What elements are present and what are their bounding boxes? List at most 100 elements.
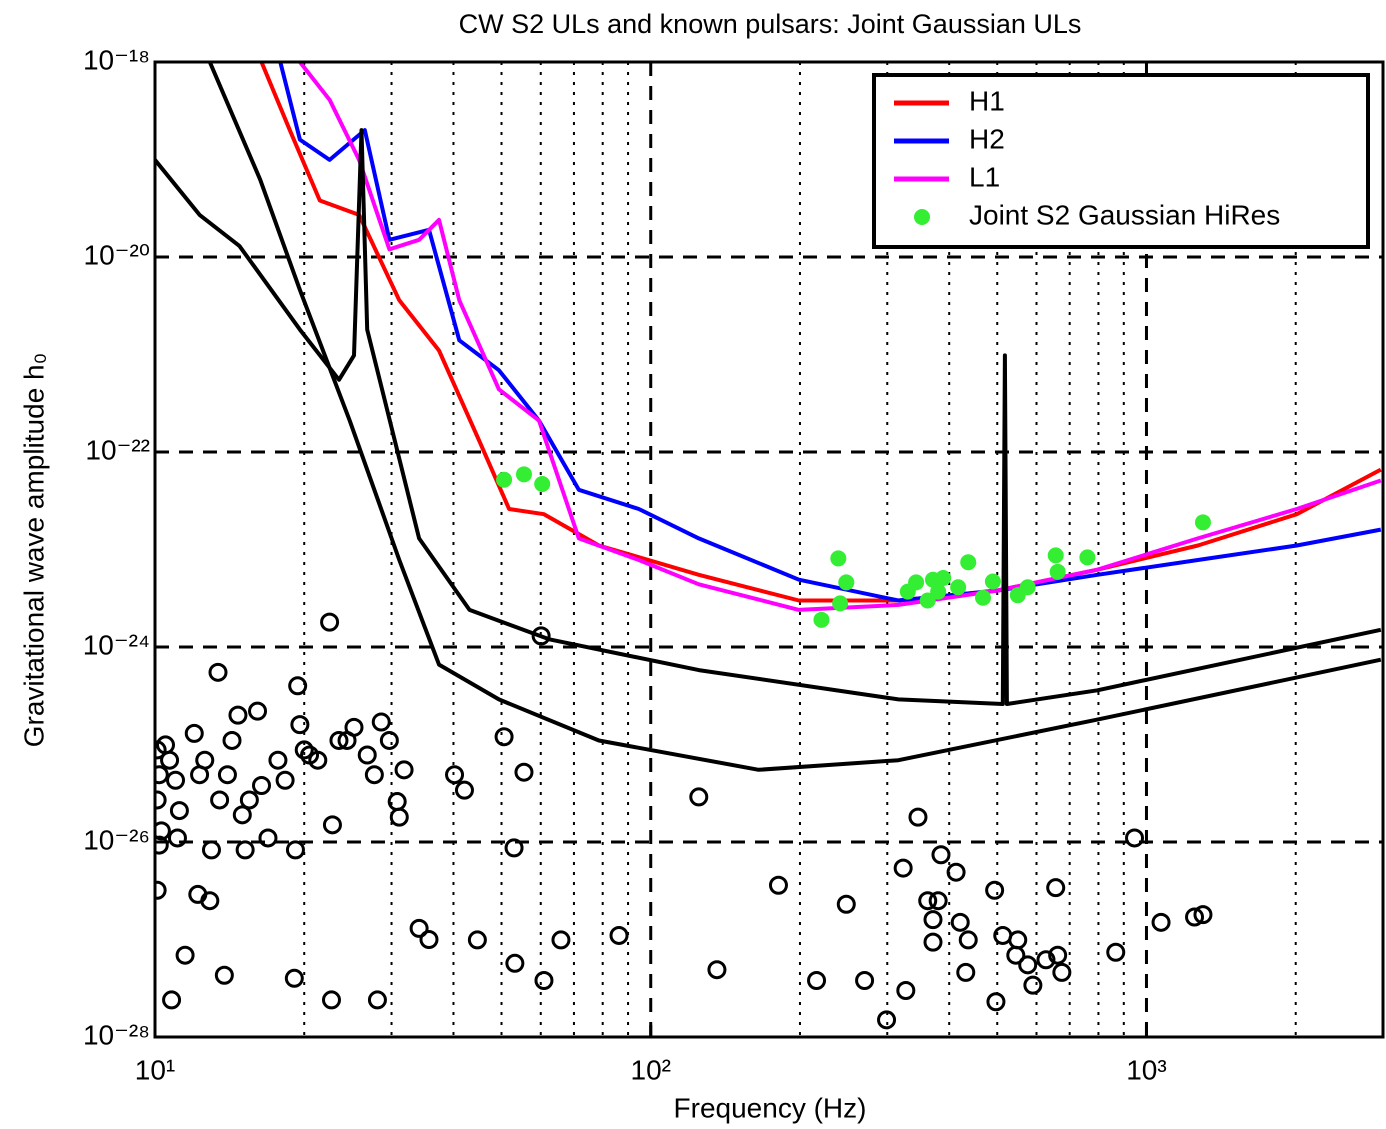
y-tick-label: 10⁻²⁶: [83, 824, 150, 855]
pulsar-marker: [322, 815, 342, 835]
data-point: [1047, 547, 1064, 564]
pulsar-marker: [268, 750, 288, 770]
data-point: [496, 471, 513, 488]
pulsar-marker: [896, 980, 916, 1000]
pulsar-marker: [210, 790, 230, 810]
pulsar-marker: [1046, 878, 1066, 898]
data-point: [930, 583, 947, 600]
data-point: [813, 611, 830, 628]
pulsar-marker: [321, 990, 341, 1010]
data-point: [1049, 563, 1066, 580]
pulsar-marker: [1052, 962, 1072, 982]
pulsar-marker: [494, 727, 514, 747]
pulsar-marker: [155, 765, 169, 785]
pulsar-marker: [1006, 945, 1026, 965]
pulsar-marker: [232, 805, 252, 825]
chart-title: CW S2 ULs and known pulsars: Joint Gauss…: [459, 9, 1082, 39]
pulsar-marker: [379, 730, 399, 750]
pulsar-marker: [222, 730, 242, 750]
pulsar-marker: [950, 912, 970, 932]
data-point: [919, 592, 936, 609]
pulsar-marker: [836, 894, 856, 914]
pulsar-marker: [367, 990, 387, 1010]
pulsar-marker: [175, 945, 195, 965]
pulsar-marker: [923, 910, 943, 930]
data-point: [1194, 514, 1211, 531]
pulsar-marker: [320, 612, 340, 632]
pulsar-marker: [609, 925, 629, 945]
pulsar-marker: [288, 676, 308, 696]
data-point: [935, 570, 952, 587]
data-point: [908, 574, 925, 591]
pulsar-marker: [160, 750, 180, 770]
pulsar-marker: [371, 712, 391, 732]
pulsar-marker: [201, 840, 221, 860]
pulsar-marker: [195, 750, 215, 770]
legend-box: [872, 73, 1370, 249]
axes-frame: [153, 60, 1385, 1039]
pulsar-marker: [239, 790, 259, 810]
pulsar-marker: [534, 970, 554, 990]
ticks: 10¹ 10² 10³ 10⁻²⁸ 10⁻²⁶ 10⁻²⁴ 10⁻²² 10⁻²⁰ 10⁻¹⁸: [83, 44, 1167, 1085]
pulsar-marker: [1151, 912, 1171, 932]
pulsar-marker: [364, 765, 384, 785]
legend-swatch: [914, 209, 930, 225]
pulsar-marker: [167, 828, 187, 848]
pulsar-marker: [877, 1010, 897, 1030]
legend-label: H1: [969, 85, 1005, 116]
pulsar-marker: [214, 965, 234, 985]
x-axis-label: Frequency (Hz): [674, 1092, 867, 1123]
data-point: [950, 579, 967, 596]
pulsar-marker: [928, 891, 948, 911]
pulsar-marker: [908, 807, 928, 827]
pulsar-marker: [184, 723, 204, 743]
data-point: [984, 573, 1001, 590]
pulsar-marker: [258, 828, 278, 848]
data-point: [838, 574, 855, 591]
data-point: [1079, 549, 1096, 566]
pulsar-marker: [551, 930, 571, 950]
series-line: [298, 62, 1382, 612]
y-tick-label: 10⁻²⁸: [83, 1019, 150, 1050]
y-tick-label: 10⁻²⁰: [84, 239, 150, 270]
pulsar-marker: [931, 845, 951, 865]
pulsar-marker: [329, 730, 349, 750]
pulsar-marker: [689, 787, 709, 807]
pulsar-marker: [1125, 828, 1145, 848]
pulsar-marker: [235, 840, 255, 860]
pulsar-marker: [419, 930, 439, 949]
pulsar-marker: [986, 992, 1006, 1012]
pulsar-marker: [505, 953, 525, 973]
pulsar-marker: [162, 990, 182, 1010]
x-tick-label: 10³: [1126, 1054, 1166, 1085]
pulsar-marker: [208, 662, 228, 682]
series-line: [155, 128, 1382, 706]
pulsar-marker: [1106, 942, 1126, 962]
pulsar-marker: [445, 765, 465, 785]
data-point: [975, 589, 992, 606]
data-point: [1019, 579, 1036, 596]
pulsar-marker: [514, 762, 534, 782]
pulsar-marker: [1023, 975, 1043, 995]
pulsar-marker: [946, 862, 966, 882]
pulsar-marker: [1018, 955, 1038, 975]
pulsar-marker: [1193, 905, 1213, 925]
pulsar-marker: [893, 858, 913, 878]
legend-label: Joint S2 Gaussian HiRes: [969, 199, 1280, 230]
pulsar-marker: [958, 930, 978, 950]
data-point: [830, 550, 847, 567]
data-point: [960, 554, 977, 571]
pulsar-marker: [409, 918, 429, 938]
pulsar-marker: [531, 626, 551, 646]
data-point: [534, 475, 551, 492]
pulsar-marker: [285, 840, 305, 860]
pulsar-marker: [169, 801, 189, 821]
pulsar-marker: [389, 807, 409, 827]
pulsar-marker: [275, 770, 295, 790]
pulsar-marker: [985, 880, 1005, 900]
pulsar-marker: [217, 765, 237, 785]
pulsar-marker: [228, 705, 248, 725]
pulsar-marker: [918, 891, 938, 911]
plot-area: [155, 62, 1382, 1030]
